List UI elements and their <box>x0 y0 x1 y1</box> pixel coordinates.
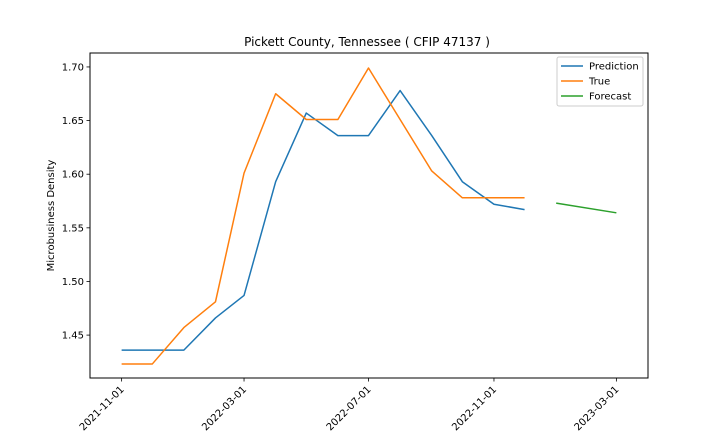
y-tick-label: 1.50 <box>62 277 84 288</box>
y-tick-label: 1.60 <box>62 170 84 181</box>
legend-item-forecast: Forecast <box>561 92 631 103</box>
legend-item-true: True <box>561 77 610 88</box>
legend-label-prediction: Prediction <box>589 62 639 73</box>
legend-item-prediction: Prediction <box>561 62 639 73</box>
series-line-forecast <box>556 202 617 214</box>
plot-frame <box>89 52 649 379</box>
chart-title: Pickett County, Tennessee ( CFIP 47137 ) <box>244 35 490 49</box>
y-axis: 1.45 1.50 1.55 1.60 1.65 1.70 <box>62 62 90 342</box>
legend-label-true: True <box>588 77 610 88</box>
y-tick-label: 1.70 <box>62 62 84 73</box>
series-layer <box>121 67 617 365</box>
y-tick-label: 1.45 <box>62 331 84 342</box>
series-line-true <box>121 67 525 365</box>
legend-box <box>556 56 644 107</box>
y-tick-label: 1.65 <box>62 116 84 127</box>
legend: Prediction True Forecast <box>556 56 644 107</box>
series-line-prediction <box>121 89 525 351</box>
y-tick-label: 1.55 <box>62 223 84 234</box>
legend-label-forecast: Forecast <box>589 92 631 103</box>
plot-area <box>89 52 649 379</box>
y-axis-title: Microbusiness Density <box>46 160 57 272</box>
